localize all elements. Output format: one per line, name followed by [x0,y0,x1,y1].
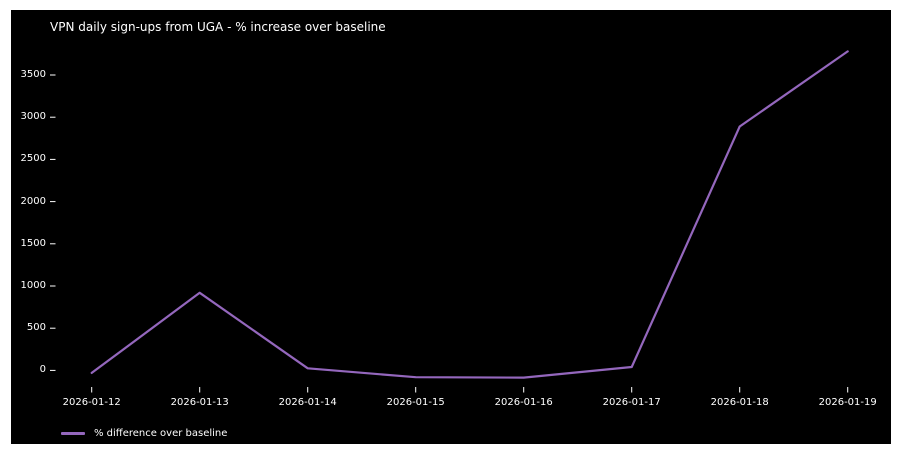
x-tick-label: 2026-01-16 [494,397,553,408]
x-tick-label: 2026-01-13 [170,397,229,408]
y-tick-label: 2500 [20,153,46,165]
y-tick-label: 1000 [20,280,46,291]
series-line [90,50,849,379]
y-tick-label: 500 [26,322,46,334]
x-tick-label: 2026-01-17 [602,397,661,408]
x-tick-label: 2026-01-14 [278,397,337,408]
x-tick-label: 2026-01-19 [818,397,877,408]
y-tick-label: 3000 [20,111,46,123]
y-tick-label: 2000 [20,195,46,207]
x-tick-label: 2026-01-18 [710,397,769,408]
y-tick-label: 3500 [20,69,46,80]
y-tick-label: 1500 [20,237,46,249]
legend-line-swatch [61,432,85,435]
chart-title: VPN daily sign-ups from UGA - % increase… [50,20,386,34]
x-tick-label: 2026-01-12 [62,397,121,408]
x-tick-label: 2026-01-15 [386,397,445,408]
plot-background [11,10,891,444]
legend: % difference over baseline [61,427,227,440]
legend-series-label: % difference over baseline [94,428,228,439]
y-tick-label: 0 [39,364,46,376]
